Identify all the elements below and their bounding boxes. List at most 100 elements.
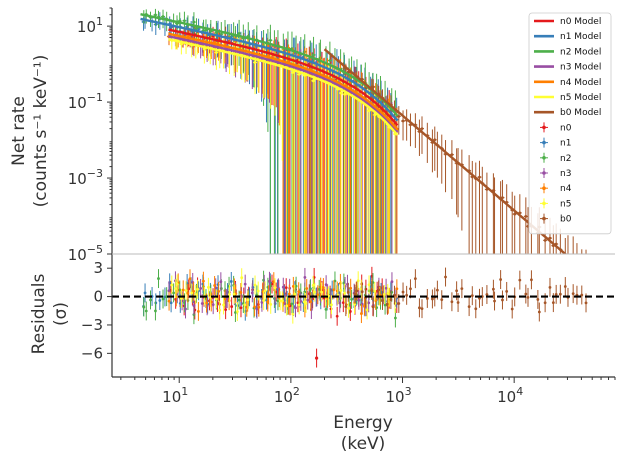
data-point-n5 (214, 51, 218, 54)
legend-label: n2 (560, 154, 571, 164)
residual-point-n5 (263, 289, 267, 293)
residual-point-b0 (420, 307, 424, 311)
residual-point-n2 (350, 297, 353, 301)
data-point-b0 (420, 127, 424, 131)
residual-point-n3 (390, 280, 394, 284)
residual-point-n4 (223, 297, 227, 301)
legend-label: b0 Model (560, 108, 601, 118)
residual-point-n3 (167, 289, 171, 293)
residual-point-b0 (467, 305, 471, 309)
residual-point-n5 (214, 297, 218, 301)
residual-point-b0 (530, 278, 533, 282)
residual-point-n5 (297, 303, 301, 307)
residual-point-n4 (272, 280, 276, 284)
residual-point-n5 (313, 290, 317, 294)
residual-point-n4 (186, 291, 190, 295)
data-point-n2 (328, 59, 332, 62)
residual-point-n3 (306, 298, 310, 302)
legend-marker-n1 (542, 140, 546, 145)
residual-point-n5 (208, 296, 212, 299)
residual-point-n5 (190, 291, 194, 295)
residual-point-n5 (356, 279, 360, 283)
residual-point-b0 (371, 305, 375, 309)
legend-label: n3 (560, 169, 571, 179)
residual-point-b0 (385, 302, 389, 306)
data-point-n5 (297, 73, 301, 76)
residual-point-n2 (142, 305, 146, 309)
residual-point-n5 (343, 291, 347, 295)
legend-label: n1 Model (560, 32, 601, 42)
residual-point-b0 (491, 287, 495, 291)
residual-point-n5 (196, 287, 200, 291)
residual-point-n4 (167, 299, 171, 303)
residual-point-n5 (273, 286, 277, 290)
residual-point-b0 (370, 289, 374, 292)
residual-point-b0 (444, 275, 447, 279)
residual-point-n4 (332, 288, 336, 292)
residual-point-b0 (563, 285, 567, 288)
residual-point-n2 (276, 299, 280, 303)
residual-point-n5 (339, 289, 343, 292)
residual-point-b0 (548, 285, 552, 289)
residual-point-b0 (543, 301, 547, 305)
residual-point-b0 (344, 305, 348, 309)
data-point-n2 (161, 15, 165, 18)
residual-point-n3 (268, 279, 271, 283)
legend-label: n3 Model (560, 63, 601, 73)
residual-point-n3 (367, 301, 371, 305)
residual-series-n5 (170, 268, 397, 324)
residual-point-n4 (181, 288, 185, 292)
residual-point-b0 (381, 299, 384, 302)
residual-point-n4 (321, 286, 325, 289)
residual-point-n4 (291, 285, 295, 288)
residual-point-n4 (297, 290, 301, 294)
residual-point-n3 (324, 283, 328, 287)
y-tick-label: 101 (77, 15, 103, 36)
data-point-n5 (343, 92, 347, 96)
residual-point-n5 (235, 310, 239, 313)
residual-point-b0 (405, 293, 409, 297)
residual-point-b0 (558, 292, 562, 296)
residual-y-tick-label: 3 (93, 259, 103, 277)
model-curve-n4 (168, 32, 399, 131)
residual-y-tick-label: 0 (93, 288, 103, 306)
residual-point-n3 (303, 276, 307, 279)
residual-point-b0 (346, 290, 350, 294)
data-point-b0 (585, 270, 588, 273)
residual-point-n2 (290, 302, 294, 306)
residual-point-n2 (237, 298, 241, 302)
residual-point-n5 (291, 312, 295, 316)
residual-point-n3 (225, 297, 229, 301)
residual-point-b0 (435, 288, 439, 292)
legend-label: n2 Model (560, 47, 601, 57)
legend: n0 Model n1 Model n2 Model n3 Model n4 Model… (528, 12, 612, 235)
residual-point-b0 (460, 287, 464, 291)
residual-point-n3 (200, 302, 204, 305)
data-point-n5 (367, 109, 371, 113)
residual-point-b0 (580, 293, 584, 297)
residual-point-n5 (174, 287, 178, 290)
legend-marker-n3 (542, 171, 546, 175)
model-curve-n1 (140, 17, 399, 122)
residual-point-b0 (353, 292, 357, 296)
data-point-n2 (192, 20, 196, 24)
data-point-n5 (339, 91, 343, 95)
residual-point-n5 (330, 303, 333, 307)
residual-point-b0 (401, 290, 405, 294)
data-point-b0 (513, 212, 517, 216)
residual-point-n4 (316, 293, 320, 297)
residual-point-b0 (537, 310, 541, 314)
residual-point-n0 (348, 310, 352, 313)
residual-point-n5 (269, 302, 273, 306)
residual-point-n0 (296, 301, 300, 305)
residual-point-b0 (450, 300, 454, 304)
y-axis-title: Net rate (counts s⁻¹ keV⁻¹) (9, 55, 51, 208)
residual-point-n5 (179, 297, 183, 300)
residual-point-n4 (213, 284, 217, 287)
legend-label: n5 (560, 199, 571, 209)
residual-point-n5 (365, 308, 369, 312)
residual-point-n5 (311, 283, 315, 287)
residual-point-b0 (474, 307, 478, 311)
legend-marker-n5 (542, 201, 546, 206)
residual-point-n5 (353, 302, 356, 306)
